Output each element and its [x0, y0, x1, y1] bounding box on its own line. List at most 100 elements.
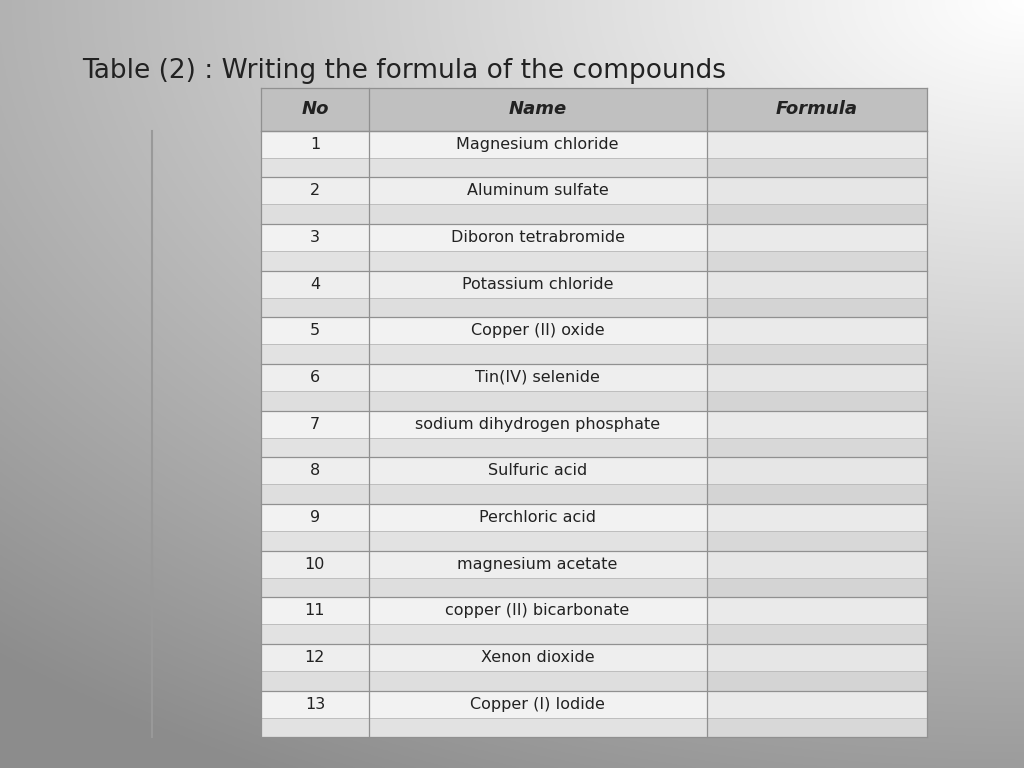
Bar: [369, 690, 707, 717]
Bar: [707, 251, 927, 270]
Bar: [707, 224, 927, 251]
Bar: [261, 317, 369, 344]
Bar: [707, 411, 927, 438]
Text: Xenon dioxide: Xenon dioxide: [481, 650, 594, 665]
Bar: [369, 624, 707, 644]
Bar: [707, 644, 927, 671]
Text: 13: 13: [305, 697, 325, 712]
Text: 8: 8: [309, 463, 321, 478]
Text: Potassium chloride: Potassium chloride: [462, 276, 613, 292]
Text: Table (2) : Writing the formula of the compounds: Table (2) : Writing the formula of the c…: [82, 58, 726, 84]
Bar: [369, 485, 707, 504]
Bar: [261, 204, 369, 224]
Bar: [707, 270, 927, 298]
Bar: [261, 298, 369, 317]
Bar: [707, 317, 927, 344]
Bar: [261, 690, 369, 717]
Text: 12: 12: [305, 650, 325, 665]
Bar: [369, 551, 707, 578]
Bar: [707, 457, 927, 485]
Bar: [369, 224, 707, 251]
Bar: [707, 438, 927, 457]
Bar: [261, 531, 369, 551]
Bar: [261, 224, 369, 251]
Bar: [369, 364, 707, 391]
Text: Magnesium chloride: Magnesium chloride: [457, 137, 618, 151]
Bar: [369, 131, 707, 157]
Bar: [261, 671, 369, 690]
Text: magnesium acetate: magnesium acetate: [458, 557, 617, 571]
Bar: [369, 717, 707, 737]
Bar: [369, 644, 707, 671]
Bar: [369, 204, 707, 224]
Bar: [707, 504, 927, 531]
Bar: [369, 598, 707, 624]
Bar: [707, 578, 927, 598]
Bar: [369, 270, 707, 298]
Bar: [369, 298, 707, 317]
Bar: [369, 671, 707, 690]
Bar: [369, 344, 707, 364]
Text: Formula: Formula: [775, 101, 858, 118]
Bar: [707, 624, 927, 644]
Text: 11: 11: [304, 604, 326, 618]
Text: 4: 4: [310, 276, 319, 292]
Bar: [707, 531, 927, 551]
Bar: [261, 157, 369, 177]
Bar: [261, 364, 369, 391]
Bar: [707, 598, 927, 624]
Text: Copper (II) oxide: Copper (II) oxide: [471, 323, 604, 338]
Text: 5: 5: [310, 323, 319, 338]
Bar: [369, 504, 707, 531]
Bar: [261, 485, 369, 504]
Bar: [369, 317, 707, 344]
Bar: [369, 251, 707, 270]
Bar: [261, 644, 369, 671]
Bar: [369, 391, 707, 411]
Bar: [369, 157, 707, 177]
Bar: [261, 551, 369, 578]
Bar: [261, 251, 369, 270]
Bar: [261, 391, 369, 411]
Text: 10: 10: [305, 557, 325, 571]
Bar: [707, 344, 927, 364]
Text: 3: 3: [310, 230, 319, 245]
Bar: [707, 551, 927, 578]
Text: Aluminum sulfate: Aluminum sulfate: [467, 184, 608, 198]
Bar: [261, 624, 369, 644]
Bar: [369, 177, 707, 204]
Text: Tin(IV) selenide: Tin(IV) selenide: [475, 370, 600, 385]
Bar: [261, 717, 369, 737]
Bar: [261, 411, 369, 438]
Bar: [261, 131, 369, 157]
Bar: [369, 531, 707, 551]
Bar: [261, 88, 927, 737]
Bar: [261, 344, 369, 364]
Text: 1: 1: [309, 137, 321, 151]
Bar: [261, 504, 369, 531]
Bar: [261, 270, 369, 298]
Bar: [261, 88, 927, 131]
Text: 2: 2: [310, 184, 319, 198]
Bar: [261, 598, 369, 624]
Text: Perchloric acid: Perchloric acid: [479, 510, 596, 525]
Bar: [261, 457, 369, 485]
Bar: [707, 298, 927, 317]
Bar: [261, 578, 369, 598]
Text: 7: 7: [310, 416, 319, 432]
Bar: [707, 671, 927, 690]
Text: 9: 9: [310, 510, 319, 525]
Text: sodium dihydrogen phosphate: sodium dihydrogen phosphate: [415, 416, 660, 432]
Bar: [707, 131, 927, 157]
Bar: [261, 438, 369, 457]
Text: Diboron tetrabromide: Diboron tetrabromide: [451, 230, 625, 245]
Bar: [707, 485, 927, 504]
Text: No: No: [301, 101, 329, 118]
Bar: [707, 364, 927, 391]
Bar: [369, 457, 707, 485]
Text: 6: 6: [310, 370, 319, 385]
Bar: [707, 204, 927, 224]
Bar: [369, 411, 707, 438]
Text: Name: Name: [509, 101, 566, 118]
Text: copper (II) bicarbonate: copper (II) bicarbonate: [445, 604, 630, 618]
